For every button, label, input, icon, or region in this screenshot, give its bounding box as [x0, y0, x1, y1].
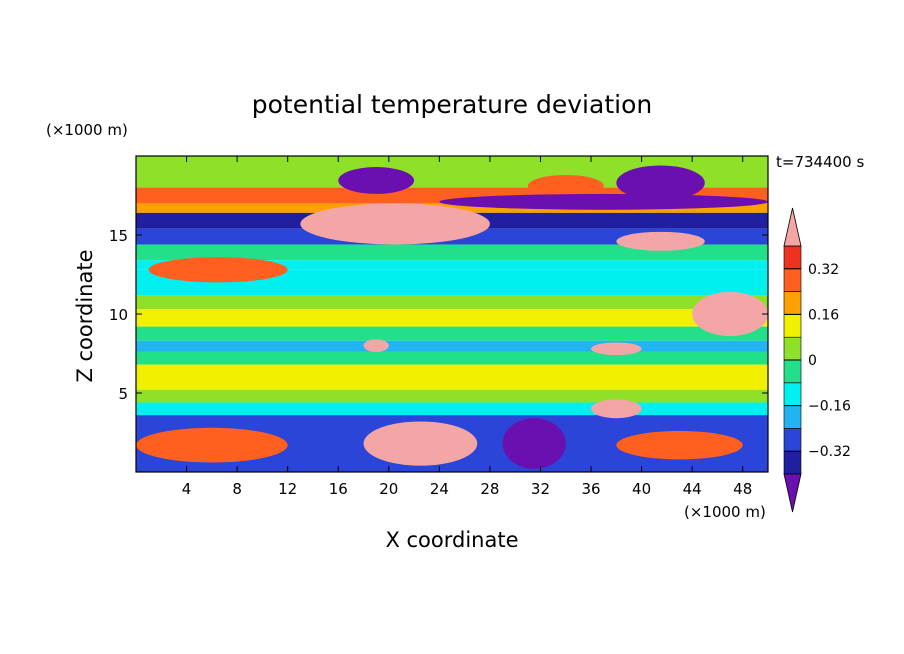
field-band-10	[136, 326, 768, 341]
x-tick-label: 28	[480, 480, 499, 498]
x-tick-label: 20	[379, 480, 398, 498]
field-anomaly-2	[527, 174, 604, 198]
x-tick-label: 12	[278, 480, 297, 498]
chart-title: potential temperature deviation	[252, 90, 652, 119]
colorbar-swatch-7	[783, 291, 802, 315]
x-tick-label: 32	[531, 480, 550, 498]
field-anomaly-8	[616, 430, 743, 460]
x-tick-label: 44	[683, 480, 702, 498]
field-band-6	[136, 260, 768, 270]
field-band-13	[136, 364, 768, 390]
field-band-8	[136, 295, 768, 310]
x-tick-label: 16	[329, 480, 348, 498]
x-tick-label: 24	[430, 480, 449, 498]
field-anomaly-5	[363, 421, 478, 466]
field-band-5	[136, 244, 768, 261]
x-tick-label: 48	[733, 480, 752, 498]
x-axis-label: X coordinate	[385, 528, 518, 552]
colorbar: 0.32 0.16 0 −0.16 −0.32	[783, 207, 851, 513]
field-anomaly-1	[338, 167, 415, 194]
x-tick-label: 36	[581, 480, 600, 498]
y-tick-label: 15	[109, 227, 128, 245]
colorbar-swatch-0	[783, 450, 802, 475]
colorbar-swatch-8	[783, 268, 802, 292]
field-anomaly-4	[439, 193, 768, 210]
colorbar-max-extension	[783, 207, 802, 247]
y-unit-label: (×1000 m)	[46, 121, 128, 139]
colorbar-min-extension	[783, 473, 802, 513]
field-anomaly-7	[136, 427, 288, 463]
field-band-12	[136, 351, 768, 365]
field-anomaly-14	[148, 257, 288, 283]
y-axis: 5 10 15	[109, 227, 768, 403]
field-band-14	[136, 389, 768, 403]
x-axis: 4 8 12 16 20 24 28 32 36 40 44 48	[182, 156, 752, 498]
colorbar-swatch-6	[783, 314, 802, 338]
x-tick-label: 4	[182, 480, 192, 498]
colorbar-swatch-9	[783, 245, 802, 270]
y-tick-label: 5	[118, 385, 128, 403]
y-tick-label: 10	[109, 306, 128, 324]
colorbar-swatch-5	[783, 336, 802, 361]
field-anomaly-3	[616, 165, 705, 201]
colorbar-label: −0.16	[808, 399, 851, 415]
field-anomaly-10	[616, 231, 705, 251]
field-anomaly-6	[502, 418, 566, 469]
field-band-11	[136, 340, 768, 352]
field-band-15	[136, 402, 768, 416]
x-unit-label: (×1000 m)	[684, 503, 766, 521]
colorbar-swatch-4	[783, 359, 802, 384]
field-anomaly-13	[591, 342, 642, 356]
colorbar-swatch-1	[783, 428, 802, 452]
y-axis-label: Z coordinate	[73, 249, 97, 382]
colorbar-label: 0.16	[808, 307, 839, 323]
field-anomaly-9	[591, 399, 642, 419]
x-tick-label: 8	[232, 480, 242, 498]
colorbar-swatch-3	[783, 382, 802, 406]
colorbar-label: 0.32	[808, 262, 839, 278]
field-anomaly-12	[363, 339, 389, 352]
x-tick-label: 40	[632, 480, 651, 498]
field-anomaly-11	[692, 291, 768, 337]
field-band-9	[136, 309, 768, 327]
features-layer	[136, 165, 768, 469]
time-label: t=734400 s	[776, 153, 864, 171]
plot-area	[136, 156, 768, 472]
colorbar-label: 0	[808, 353, 817, 369]
colorbar-swatch-2	[783, 405, 802, 429]
colorbar-label: −0.32	[808, 444, 851, 460]
field-anomaly-0	[300, 203, 490, 245]
